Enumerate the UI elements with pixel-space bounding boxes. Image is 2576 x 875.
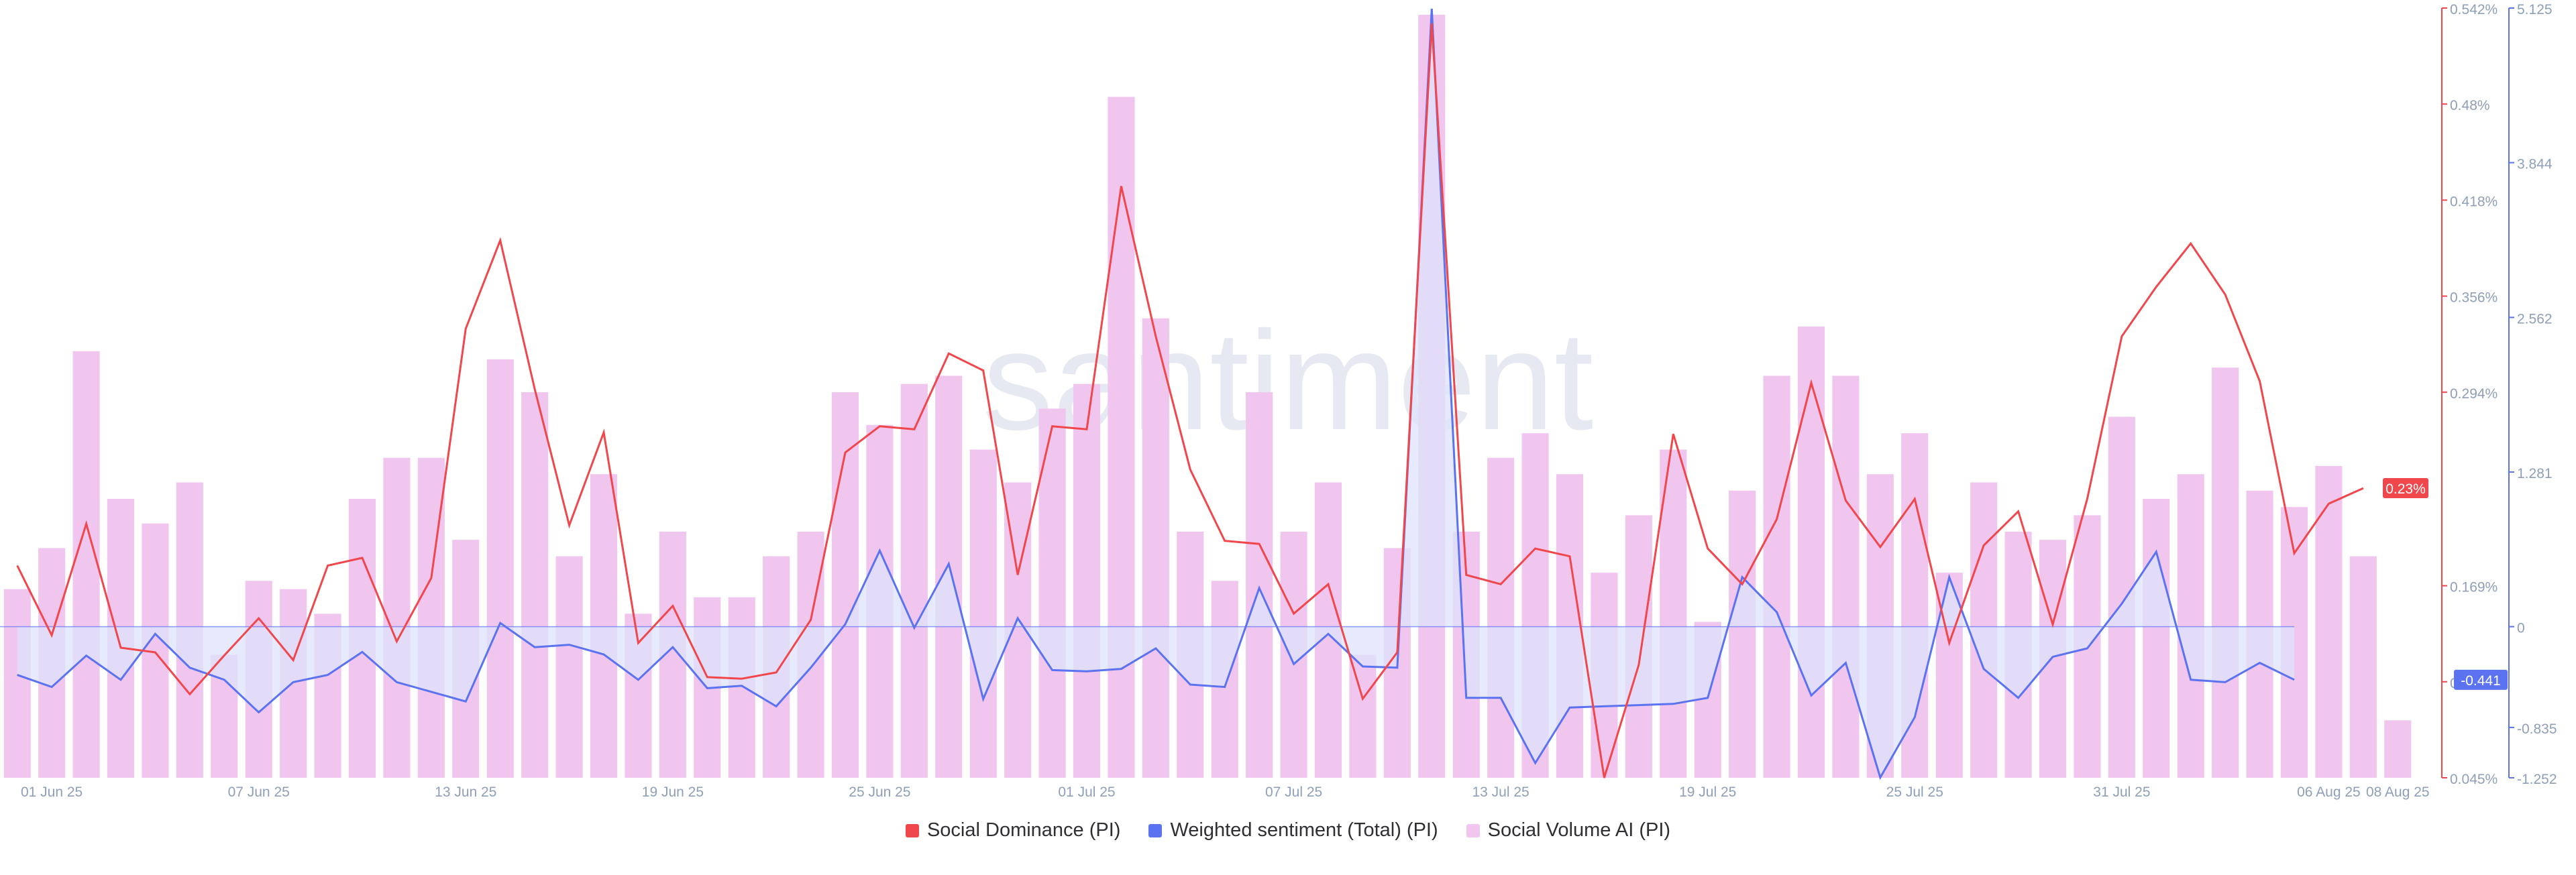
- sentiment-tick-label: 5.125: [2517, 2, 2553, 17]
- volume-bar: [831, 392, 859, 778]
- x-tick-label: 07 Jun 25: [228, 784, 290, 800]
- volume-bar: [1832, 375, 1860, 778]
- x-tick-label: 25 Jul 25: [1886, 784, 1943, 800]
- x-tick-label: 01 Jun 25: [21, 784, 83, 800]
- axes-layer: 0.542%0.48%0.418%0.356%0.294%0.169%0.107…: [21, 2, 2557, 800]
- sentiment-tick-label: 0: [2517, 621, 2525, 636]
- x-tick-label: 19 Jun 25: [642, 784, 704, 800]
- dominance-tick-label: 0.48%: [2450, 98, 2490, 113]
- x-tick-label: 19 Jul 25: [1679, 784, 1736, 800]
- dominance-tick-label: 0.294%: [2450, 386, 2498, 402]
- dominance-current-badge: [2383, 478, 2428, 499]
- volume-bar: [1349, 654, 1377, 778]
- volume-bar: [555, 556, 583, 778]
- legend-swatch-dominance: [905, 823, 919, 837]
- legend-label-dominance: Social Dominance (PI): [926, 819, 1121, 841]
- sentiment-layer: [0, 8, 2295, 780]
- volume-bar: [1729, 490, 1756, 778]
- volume-bar: [1763, 375, 1790, 778]
- dominance-current-label: 0.23%: [2385, 481, 2426, 497]
- sentiment-tick-label: -1.252: [2517, 772, 2557, 787]
- volume-bar: [2143, 499, 2170, 778]
- legend-item-volume[interactable]: Social Volume AI (PI): [1466, 819, 1670, 841]
- legend-item-sentiment[interactable]: Weighted sentiment (Total) (PI): [1148, 819, 1438, 841]
- legend-item-dominance[interactable]: Social Dominance (PI): [905, 819, 1121, 841]
- sentiment-tick-label: 3.844: [2517, 157, 2553, 172]
- volume-bar: [1073, 384, 1100, 778]
- x-tick-label: 13 Jul 25: [1472, 784, 1529, 800]
- x-tick-label: 25 Jun 25: [849, 784, 910, 800]
- volume-bar: [2177, 474, 2204, 778]
- legend: Social Dominance (PI) Weighted sentiment…: [0, 819, 2576, 841]
- volume-bar: [3, 589, 31, 778]
- volume-bar: [2315, 466, 2343, 778]
- dominance-tick-label: 0.045%: [2450, 772, 2498, 787]
- sentiment-tick-label: 2.562: [2517, 311, 2553, 327]
- legend-swatch-sentiment: [1148, 823, 1163, 837]
- volume-bar: [486, 359, 514, 778]
- volume-bar: [900, 384, 928, 778]
- volume-bar: [1108, 97, 1135, 778]
- sentiment-current-badge: [2454, 669, 2508, 690]
- volume-bar: [2212, 367, 2239, 778]
- volume-bar: [1038, 408, 1066, 778]
- dominance-tick-label: 0.356%: [2450, 290, 2498, 306]
- x-tick-label: 06 Aug 25: [2297, 784, 2361, 800]
- legend-label-sentiment: Weighted sentiment (Total) (PI): [1170, 819, 1438, 841]
- volume-bar: [72, 351, 100, 778]
- dominance-line: [16, 23, 2364, 778]
- dominance-tick-label: 0.418%: [2450, 194, 2498, 209]
- legend-label-volume: Social Volume AI (PI): [1487, 819, 1671, 841]
- legend-swatch-volume: [1466, 823, 1480, 837]
- sentiment-tick-label: 1.281: [2517, 466, 2553, 481]
- volume-bar: [1660, 449, 1687, 778]
- volume-bar: [1556, 474, 1583, 778]
- volume-bar: [2349, 556, 2377, 778]
- volume-bar: [1246, 392, 1273, 778]
- x-tick-label: 08 Aug 25: [2366, 784, 2430, 800]
- volume-bar: [969, 449, 997, 778]
- sentiment-line: [17, 8, 2295, 780]
- x-tick-label: 13 Jun 25: [435, 784, 496, 800]
- volume-bar: [521, 392, 549, 778]
- sentiment-current-label: -0.441: [2461, 673, 2501, 689]
- x-tick-label: 31 Jul 25: [2093, 784, 2150, 800]
- x-tick-label: 01 Jul 25: [1058, 784, 1115, 800]
- x-tick-label: 07 Jul 25: [1265, 784, 1322, 800]
- volume-bar: [1797, 327, 1825, 778]
- dominance-layer: [16, 23, 2364, 778]
- dominance-tick-label: 0.542%: [2450, 2, 2498, 17]
- dominance-tick-label: 0.169%: [2450, 580, 2498, 595]
- volume-bar: [1487, 457, 1515, 778]
- volume-bar: [2384, 720, 2412, 778]
- volume-bar: [590, 474, 617, 778]
- volume-bar: [1142, 318, 1169, 778]
- sentiment-tick-label: -0.835: [2517, 721, 2557, 737]
